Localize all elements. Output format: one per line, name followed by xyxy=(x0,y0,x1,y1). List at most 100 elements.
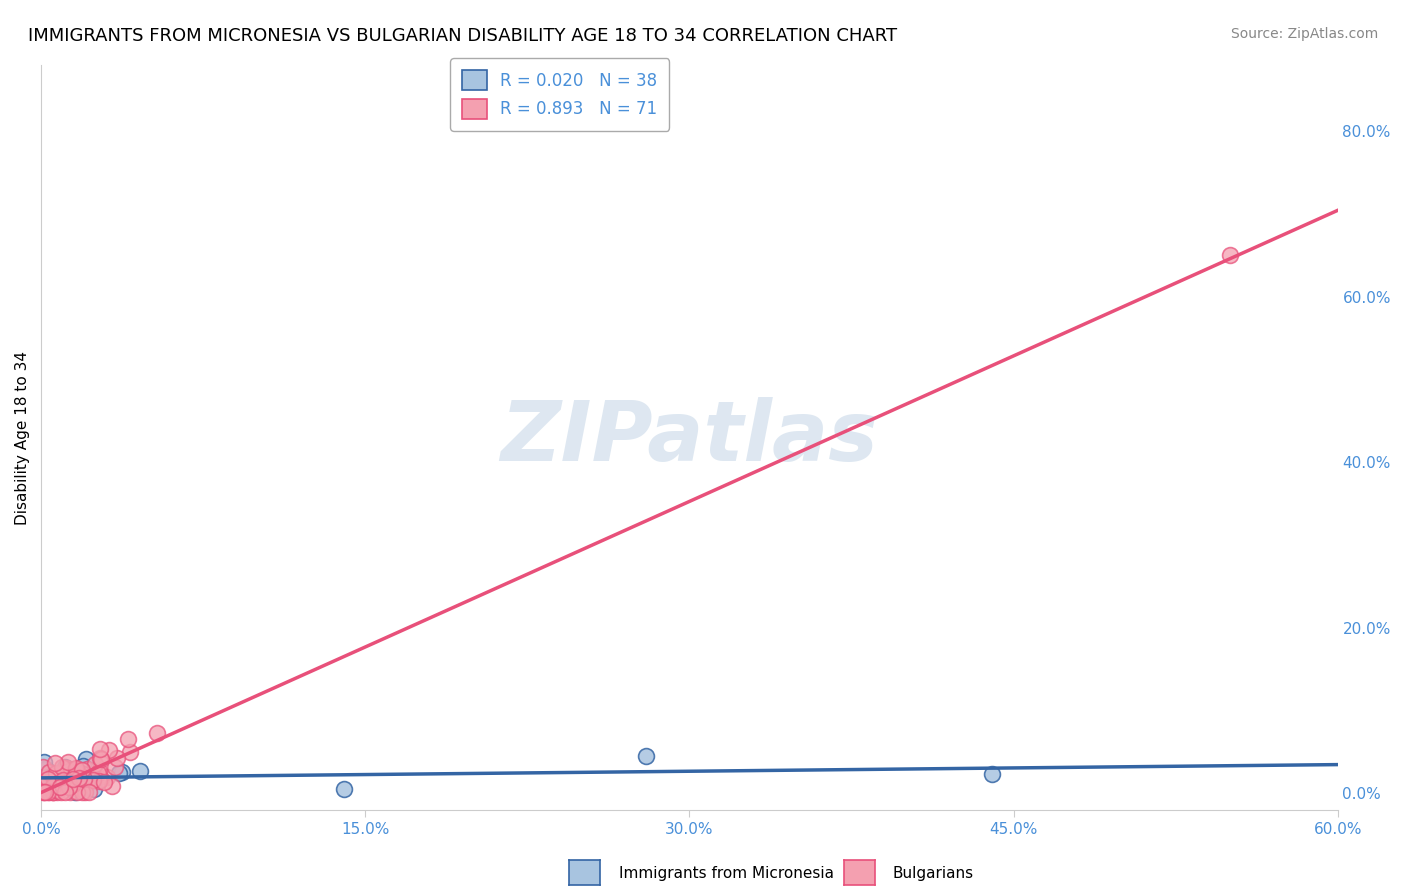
Point xyxy=(42,767,65,781)
Point xyxy=(32,785,55,799)
Point xyxy=(69,780,91,795)
Point xyxy=(35,776,58,790)
Point xyxy=(45,774,67,789)
Point xyxy=(87,766,110,780)
Point xyxy=(76,762,98,776)
Point xyxy=(60,779,83,793)
Point xyxy=(75,752,97,766)
Point xyxy=(62,777,84,791)
Point xyxy=(89,764,111,778)
Point xyxy=(70,785,93,799)
Point xyxy=(76,762,98,776)
Text: IMMIGRANTS FROM MICRONESIA VS BULGARIAN DISABILITY AGE 18 TO 34 CORRELATION CHAR: IMMIGRANTS FROM MICRONESIA VS BULGARIAN … xyxy=(28,27,897,45)
Point xyxy=(93,775,115,789)
Point xyxy=(75,785,97,799)
Point xyxy=(70,763,93,777)
Point xyxy=(60,779,83,793)
Point xyxy=(55,768,77,782)
Point xyxy=(65,785,87,799)
Point xyxy=(42,785,65,799)
Point xyxy=(59,775,82,789)
Text: Immigrants from Micronesia: Immigrants from Micronesia xyxy=(619,866,834,881)
Point xyxy=(118,746,141,760)
Point xyxy=(84,772,107,787)
Point xyxy=(55,769,77,783)
Point xyxy=(49,775,72,789)
Point xyxy=(51,759,73,773)
Point xyxy=(146,726,169,740)
Point xyxy=(34,785,56,799)
Point xyxy=(53,779,76,793)
Point xyxy=(69,767,91,781)
Point xyxy=(65,761,87,775)
Point xyxy=(32,762,55,776)
Point xyxy=(45,785,67,799)
Point xyxy=(53,762,76,776)
Point xyxy=(107,766,129,780)
Point xyxy=(53,785,76,799)
Point xyxy=(53,759,76,773)
Text: Bulgarians: Bulgarians xyxy=(893,866,974,881)
Point xyxy=(89,741,111,756)
Point xyxy=(62,777,84,791)
Text: Source: ZipAtlas.com: Source: ZipAtlas.com xyxy=(1230,27,1378,41)
Point xyxy=(77,775,100,789)
Point xyxy=(63,762,86,776)
Point xyxy=(32,780,55,794)
Point xyxy=(83,781,105,796)
Legend: R = 0.020   N = 38, R = 0.893   N = 71: R = 0.020 N = 38, R = 0.893 N = 71 xyxy=(450,59,669,131)
Point xyxy=(62,772,84,787)
Point xyxy=(111,765,134,780)
Point xyxy=(37,772,59,786)
Point xyxy=(56,755,79,769)
Point xyxy=(35,762,58,776)
Point xyxy=(58,764,80,778)
Point xyxy=(58,785,80,799)
Point xyxy=(32,755,55,769)
Point xyxy=(56,761,79,775)
Point xyxy=(48,772,70,786)
Point xyxy=(45,766,67,780)
Point xyxy=(72,772,94,787)
Point xyxy=(101,779,124,793)
Point xyxy=(87,774,110,789)
Point xyxy=(89,751,111,765)
Point xyxy=(52,773,75,788)
Point xyxy=(58,780,80,794)
Point xyxy=(42,785,65,799)
Point xyxy=(636,749,658,764)
Point xyxy=(90,752,112,766)
Point xyxy=(62,764,84,778)
Point xyxy=(72,759,94,773)
Point xyxy=(105,751,128,765)
Point xyxy=(980,767,1002,781)
Point xyxy=(38,785,60,799)
Point xyxy=(53,780,76,794)
Point xyxy=(332,781,354,796)
Point xyxy=(49,785,72,799)
Point xyxy=(77,785,100,799)
Point xyxy=(82,772,104,787)
Point xyxy=(63,785,86,799)
Point xyxy=(79,771,101,785)
Point xyxy=(32,759,55,773)
Point xyxy=(37,785,59,799)
Point xyxy=(67,772,90,787)
Point xyxy=(104,760,127,774)
Point xyxy=(41,769,63,783)
Point xyxy=(52,774,75,789)
Point xyxy=(70,782,93,797)
Point xyxy=(38,765,60,780)
Point xyxy=(45,782,67,797)
Point xyxy=(56,779,79,793)
Text: ZIPatlas: ZIPatlas xyxy=(501,397,879,478)
Point xyxy=(48,770,70,784)
Point xyxy=(37,777,59,791)
Point xyxy=(98,743,121,757)
Point xyxy=(117,732,139,747)
Point xyxy=(66,769,89,783)
Point xyxy=(67,772,90,786)
Point xyxy=(129,764,152,778)
Y-axis label: Disability Age 18 to 34: Disability Age 18 to 34 xyxy=(15,351,30,524)
Point xyxy=(41,781,63,796)
